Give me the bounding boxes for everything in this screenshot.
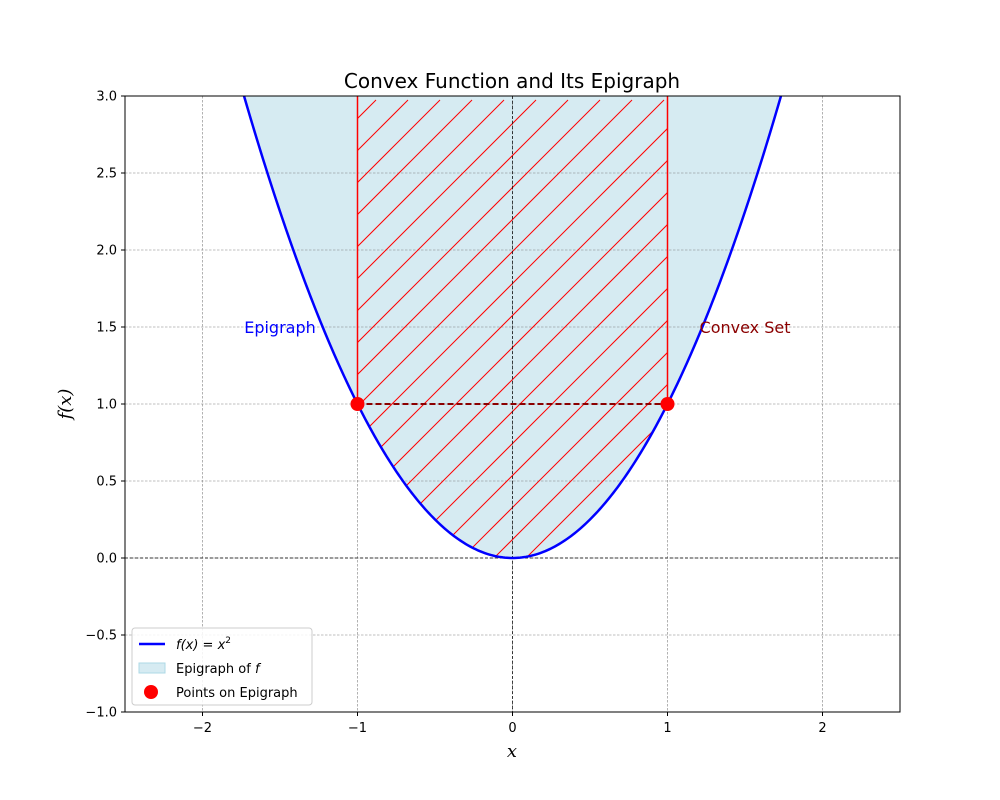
- legend-label-epigraph: Epigraph of f: [176, 662, 262, 677]
- chart-title: Convex Function and Its Epigraph: [344, 69, 680, 93]
- hatch-line: [357, 99, 668, 558]
- hatch-line: [357, 99, 633, 558]
- y-tick-label-6: 2.0: [96, 244, 117, 259]
- hatch-line: [357, 99, 505, 558]
- hatch-line: [357, 99, 569, 558]
- hatch-line: [357, 99, 668, 558]
- hatch-line: [357, 99, 665, 558]
- legend-box: [131, 627, 313, 706]
- x-tick-label-4: 2: [818, 721, 826, 736]
- legend-label-points: Points on Epigraph: [176, 686, 298, 701]
- y-tick-label-4: 1.0: [96, 398, 117, 413]
- epigraph-point-1: [660, 397, 675, 411]
- x-tick-label-0: −2: [193, 721, 212, 736]
- hatch-line: [357, 99, 668, 558]
- hatch-line: [357, 99, 537, 558]
- y-tick-label-2: 0.0: [96, 552, 117, 567]
- legend: f(x) = x2 Epigraph of f Points on Epigra…: [131, 627, 313, 706]
- x-tick-label-1: −1: [348, 721, 367, 736]
- hatch-line: [357, 99, 668, 558]
- legend-marker-swatch: [144, 685, 158, 699]
- epigraph-point-0: [350, 397, 365, 411]
- y-tick-label-3: 0.5: [96, 475, 117, 490]
- y-tick-label-0: −1.0: [85, 706, 117, 721]
- hatch-line: [357, 99, 601, 558]
- hatch-line: [357, 99, 668, 558]
- hatch-line: [357, 99, 668, 558]
- annotation-epigraph: Epigraph: [244, 318, 316, 337]
- y-tick-label-1: −0.5: [85, 629, 117, 644]
- hatch-line: [357, 99, 668, 558]
- y-axis-label: f(x): [55, 389, 76, 422]
- hatch-line: [357, 99, 473, 558]
- legend-area-swatch: [138, 662, 166, 674]
- annotation-convex-set: Convex Set: [700, 318, 791, 337]
- y-tick-label-7: 2.5: [96, 167, 117, 182]
- x-tick-label-3: 1: [663, 721, 671, 736]
- x-axis-label: x: [507, 741, 517, 762]
- x-tick-label-2: 0: [508, 721, 516, 736]
- y-tick-label-5: 1.5: [96, 321, 117, 336]
- legend-label-function: f(x) = x2: [176, 636, 231, 653]
- function-curve: [242, 96, 783, 560]
- curve-group: [242, 96, 783, 560]
- hatch-line: [357, 99, 668, 558]
- y-tick-label-8: 3.0: [96, 90, 117, 105]
- hatch-line: [357, 99, 668, 558]
- hatch-lines: [357, 99, 668, 558]
